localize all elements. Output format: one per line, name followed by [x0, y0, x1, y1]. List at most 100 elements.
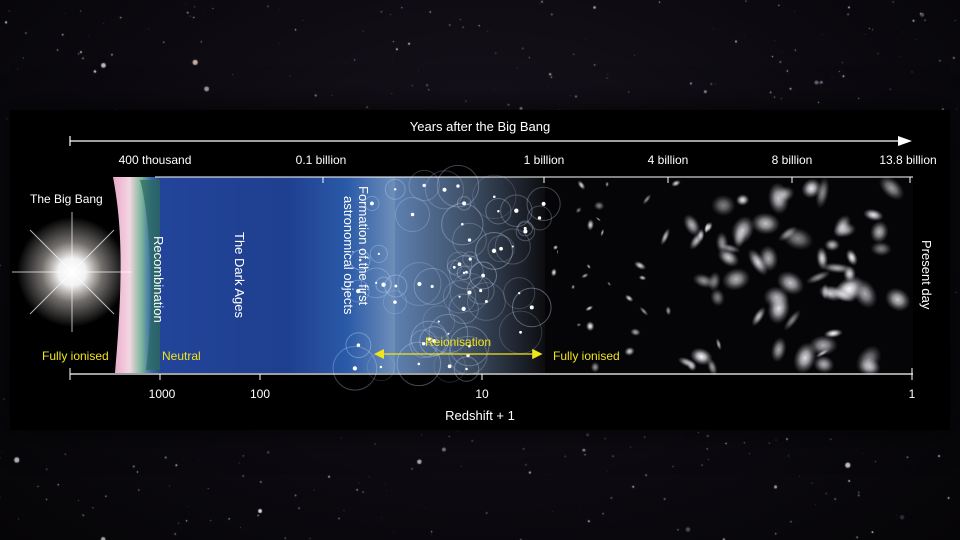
galaxy [751, 306, 766, 327]
ionisation-bubble [360, 267, 392, 299]
ionisation-bubble [395, 197, 431, 233]
first-star [377, 252, 380, 255]
first-star [468, 257, 472, 261]
ionisation-bubble [345, 332, 372, 359]
galaxy [585, 305, 594, 312]
first-star [541, 201, 546, 206]
redshift-1: 1 [908, 387, 916, 401]
galaxy [556, 249, 559, 255]
first-star [381, 282, 386, 287]
galaxy [677, 356, 697, 368]
first-star [484, 300, 488, 303]
first-star [465, 270, 468, 274]
ionisation-bubble [469, 261, 497, 290]
first-star [499, 246, 503, 251]
ionisation-bubble [369, 244, 388, 263]
recombination-label: Recombination [151, 236, 166, 323]
big-bang-rays [12, 212, 132, 332]
galaxy [630, 328, 641, 337]
galaxy [750, 212, 781, 235]
galaxy [600, 228, 605, 237]
ionisation-bubble [433, 350, 466, 383]
fully-ionised-left-label: Fully ionised [42, 349, 109, 363]
galaxy [826, 285, 855, 303]
first-star [456, 184, 460, 188]
bottom-axis-title: Redshift + 1 [445, 408, 515, 423]
ionisation-bubble [511, 287, 552, 328]
galaxy [624, 294, 634, 302]
first-star [422, 183, 426, 188]
galaxy [758, 245, 779, 272]
first-star [421, 341, 426, 346]
first-star [468, 344, 471, 348]
galaxy [585, 321, 595, 332]
first-star [529, 305, 534, 310]
first-star [481, 273, 485, 278]
ionisation-bubble [410, 320, 448, 358]
first-star [430, 284, 434, 289]
redshift-10: 10 [475, 387, 489, 401]
galaxy [581, 273, 589, 279]
redshift-100: 100 [249, 387, 271, 401]
big-bang-label: The Big Bang [30, 192, 103, 206]
galaxy [735, 194, 750, 206]
ionisation-bubble [349, 249, 371, 271]
first-star [514, 208, 519, 213]
top-axis-title: Years after the Big Bang [409, 119, 551, 134]
galaxy [715, 231, 729, 254]
first-star [537, 216, 542, 220]
first-star [358, 258, 362, 262]
galaxy [793, 342, 817, 374]
ionisation-bubble [413, 267, 451, 306]
first-star [447, 364, 452, 369]
galaxy [824, 238, 841, 252]
dark-ages-label: The Dark Ages [232, 232, 247, 318]
ionisation-bubble [425, 170, 465, 210]
reionisation-arrow-left-head [374, 349, 384, 359]
ionisation-bubble [500, 194, 533, 227]
ionisation-bubble [452, 222, 487, 258]
reionisation-label: Reionisation [425, 335, 492, 349]
first-star [519, 330, 522, 334]
first-star [356, 288, 361, 294]
ionisation-bubble [408, 169, 440, 202]
galaxy [577, 180, 586, 190]
galaxy [607, 281, 612, 287]
ionisation-bubble [456, 196, 472, 211]
galaxy [843, 265, 857, 283]
galaxy [814, 348, 830, 358]
ionisation-bubble [494, 228, 531, 265]
ionisation-bubble [384, 274, 408, 298]
galaxy [575, 207, 582, 214]
first-star [356, 343, 361, 347]
cmb-map-texture [140, 180, 160, 370]
neutral-label: Neutral [162, 349, 201, 363]
galaxy [711, 194, 736, 217]
first-star [497, 209, 500, 213]
galaxy [586, 263, 591, 270]
first-star [442, 187, 447, 192]
galaxy [671, 179, 681, 187]
galaxies-field [550, 175, 911, 377]
galaxy [884, 287, 911, 312]
galaxy [816, 246, 829, 270]
first-objects-bubbles [332, 164, 561, 391]
galaxy [715, 338, 722, 351]
ionisation-bubble [485, 198, 512, 225]
ionisation-bubble [446, 251, 473, 277]
top-tick-marks [322, 177, 911, 183]
ionisation-bubble [441, 203, 484, 246]
galaxy [576, 322, 582, 327]
ionisation-bubble [503, 277, 536, 310]
tick-13-8-billion: 13.8 billion [879, 153, 937, 167]
ionisation-bubble [449, 254, 484, 290]
galaxy [690, 347, 713, 366]
galaxy [665, 306, 672, 316]
galaxy [586, 219, 595, 231]
ionisation-bubble [428, 313, 469, 354]
ionisation-bubble [475, 231, 513, 270]
galaxy [590, 361, 600, 373]
galaxy [855, 345, 882, 375]
first-star [379, 365, 383, 369]
ionisation-bubble [442, 280, 477, 314]
